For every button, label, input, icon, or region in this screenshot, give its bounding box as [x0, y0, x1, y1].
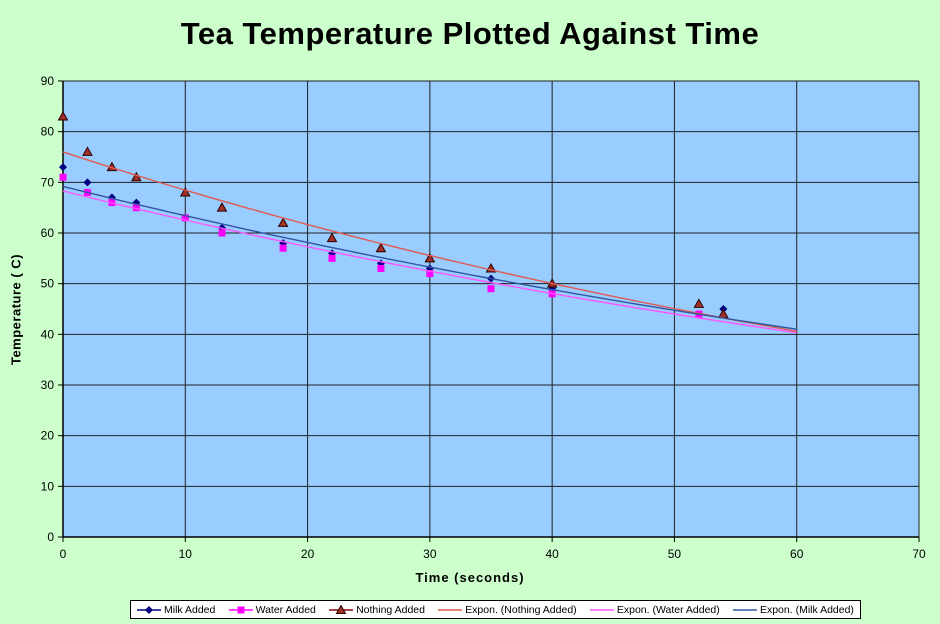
chart-title: Tea Temperature Plotted Against Time: [180, 16, 760, 51]
x-axis-title: Time (seconds): [415, 570, 525, 585]
x-tick-label: 10: [179, 547, 193, 561]
y-tick-label: 60: [41, 226, 55, 240]
marker-square: [279, 244, 287, 252]
y-tick-label: 10: [41, 479, 55, 493]
y-tick-label: 80: [41, 125, 55, 139]
x-tick-label: 60: [790, 547, 804, 561]
y-tick-label: 20: [41, 429, 55, 443]
marker-square: [487, 285, 495, 293]
marker-triangle: [216, 202, 228, 212]
y-axis-title: Temperature ( C): [8, 253, 24, 366]
legend-label: Milk Added: [164, 603, 216, 616]
marker-triangle: [375, 242, 387, 253]
x-tick-label: 20: [301, 547, 315, 561]
trendline: [62, 185, 797, 330]
legend-swatch-line-diamond: [137, 605, 161, 614]
x-tick-label: 70: [912, 547, 926, 561]
y-tick-label: 50: [41, 277, 55, 291]
marker-diamond: [59, 163, 67, 172]
plot-background: [63, 81, 919, 537]
marker-triangle: [326, 232, 338, 243]
marker-triangle: [179, 186, 191, 197]
y-tick-label: 30: [41, 378, 55, 392]
legend-item: Expon. (Water Added): [589, 603, 720, 616]
legend-item: Nothing Added: [329, 604, 425, 616]
marker-triangle: [693, 298, 705, 308]
legend-item: Expon. (Nothing Added): [438, 604, 577, 616]
legend-swatch-line-square: [228, 606, 253, 613]
legend-label: Expon. (Water Added): [616, 603, 720, 616]
y-tick-label: 0: [47, 530, 54, 544]
legend-swatch-line-triangle: [329, 604, 354, 614]
marker-triangle: [277, 217, 289, 227]
marker-square: [218, 229, 226, 237]
legend: Milk Added Water Added Nothing Added Expon.…: [130, 600, 861, 619]
legend-swatch-line: [438, 608, 463, 611]
marker-square: [132, 204, 140, 212]
x-tick-label: 30: [423, 547, 437, 561]
x-tick-label: 50: [668, 547, 682, 561]
marker-square: [377, 264, 385, 272]
legend-swatch-line: [589, 608, 614, 611]
legend-label: Expon. (Nothing Added): [465, 603, 577, 616]
legend-label: Expon. (Milk Added): [759, 603, 854, 616]
legend-label: Nothing Added: [356, 603, 425, 616]
trendline: [62, 151, 797, 332]
x-tick-label: 0: [60, 547, 67, 561]
marker-triangle: [131, 171, 142, 182]
marker-square: [59, 173, 67, 181]
marker-triangle: [57, 110, 69, 121]
marker-triangle: [82, 146, 93, 156]
marker-square: [328, 254, 336, 262]
legend-swatch-line: [732, 608, 757, 611]
marker-triangle: [424, 252, 436, 263]
y-tick-label: 40: [41, 327, 55, 341]
x-tick-label: 40: [545, 547, 559, 561]
trendline: [62, 190, 797, 334]
legend-item: Milk Added: [137, 604, 215, 616]
legend-item: Expon. (Milk Added): [732, 603, 854, 616]
marker-square: [426, 270, 434, 278]
marker-square: [181, 214, 189, 222]
y-tick-label: 70: [41, 175, 55, 189]
marker-diamond: [83, 178, 92, 187]
legend-item: Water Added: [228, 603, 316, 616]
y-tick-label: 90: [41, 74, 55, 88]
legend-label: Water Added: [255, 603, 316, 616]
